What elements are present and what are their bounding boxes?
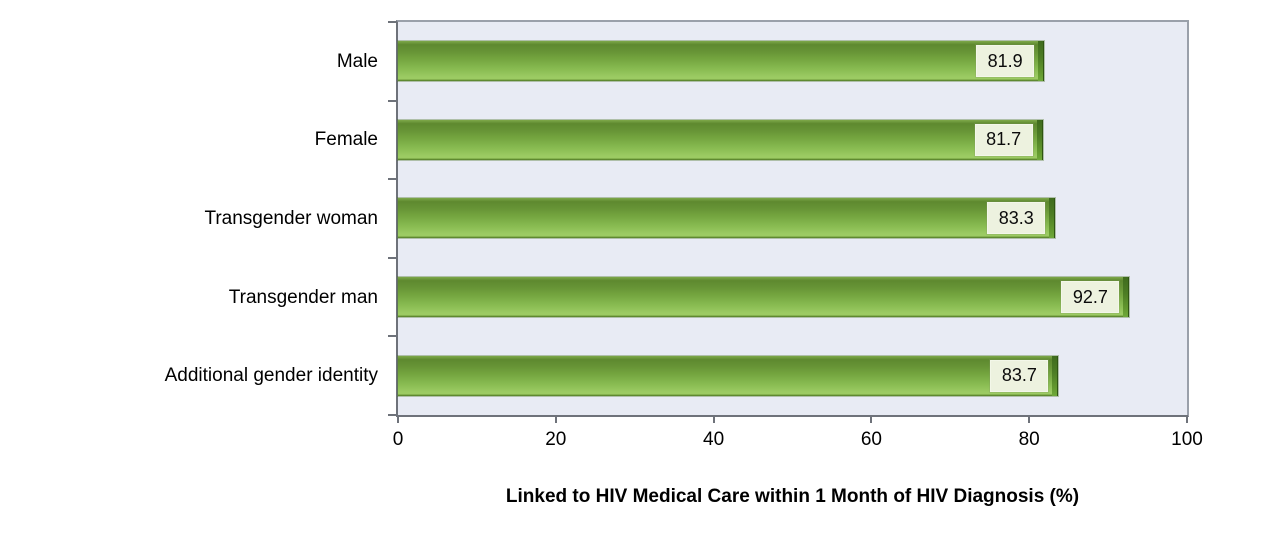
bar-row: 81.7: [398, 101, 1187, 180]
y-axis-tick: [388, 414, 396, 416]
x-axis-tick-label: 60: [860, 429, 882, 450]
x-axis-tick: [1028, 415, 1031, 423]
x-axis-tick: [870, 415, 873, 423]
bar-end-cap: [1123, 277, 1130, 318]
y-axis-tick: [388, 178, 396, 181]
category-label-row: Additional gender identity: [0, 336, 378, 415]
category-label: Transgender woman: [204, 207, 378, 229]
x-axis-tick-label: 40: [703, 429, 725, 450]
bar-row: 83.7: [398, 336, 1187, 415]
y-axis-tick: [388, 99, 396, 102]
bar: 83.7: [398, 355, 1059, 396]
bar-value-label: 83.7: [989, 358, 1050, 393]
y-axis-tick: [388, 21, 396, 23]
bar: 92.7: [398, 277, 1130, 318]
category-label-row: Transgender woman: [0, 179, 378, 258]
x-axis-tick-label: 0: [392, 429, 404, 450]
y-axis-tick: [388, 335, 396, 338]
bar-value-label: 83.3: [986, 201, 1047, 236]
x-axis-tick: [712, 415, 715, 423]
bar-row: 83.3: [398, 179, 1187, 258]
y-axis-tick: [388, 256, 396, 259]
bar-end-cap: [1038, 41, 1045, 82]
bar: 83.3: [398, 198, 1056, 239]
category-label: Transgender man: [228, 286, 378, 308]
x-axis-tick: [1186, 415, 1188, 423]
bar-end-cap: [1036, 119, 1043, 160]
category-label: Female: [314, 129, 378, 151]
bar-value-label: 81.9: [975, 44, 1036, 79]
y-axis-category-labels: Male Female Transgender woman Transgender m…: [0, 22, 378, 415]
bar-row: 81.9: [398, 22, 1187, 101]
bar-end-cap: [1049, 198, 1056, 239]
category-label-row: Transgender man: [0, 258, 378, 337]
category-label: Male: [336, 50, 378, 72]
bar-end-cap: [1052, 355, 1059, 396]
bar-value-label: 81.7: [973, 122, 1034, 157]
bar-value-label: 92.7: [1060, 280, 1121, 315]
category-label: Additional gender identity: [164, 365, 378, 387]
x-axis-tick: [554, 415, 557, 423]
bar: 81.9: [398, 41, 1045, 82]
x-axis: 0 20 40 60 80 100: [393, 415, 1203, 455]
x-axis-tick: [397, 415, 399, 423]
x-axis-title: Linked to HIV Medical Care within 1 Mont…: [505, 486, 1080, 507]
plot-area: 81.9 81.7 83.3 92.7 83.7: [388, 20, 1189, 417]
bar: 81.7: [398, 119, 1043, 160]
x-axis-tick-label: 20: [545, 429, 567, 450]
x-axis-tick-label: 80: [1018, 429, 1040, 450]
x-axis-tick-label: 100: [1171, 429, 1203, 450]
bar-row: 92.7: [398, 258, 1187, 337]
bar-rows-container: 81.9 81.7 83.3 92.7 83.7: [398, 22, 1187, 415]
category-label-row: Male: [0, 22, 378, 101]
category-label-row: Female: [0, 101, 378, 180]
